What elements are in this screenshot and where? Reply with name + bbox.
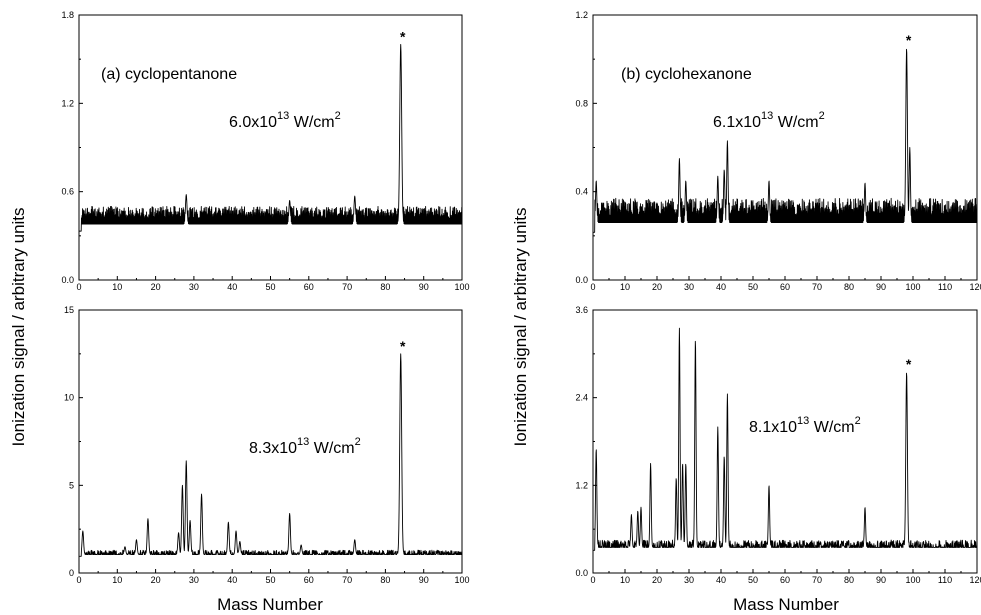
x-tick-label: 20 <box>151 575 161 585</box>
y-axis-label-right: Ionization signal / arbitrary units <box>511 207 530 446</box>
laser-intensity-label: 8.1x1013 W/cm2 <box>749 415 861 436</box>
x-tick-label: 90 <box>419 282 429 292</box>
plot-frame <box>78 14 463 281</box>
spectrum-trace <box>78 43 463 232</box>
y-tick-label: 0.8 <box>575 98 588 108</box>
x-tick-label: 60 <box>304 282 314 292</box>
y-tick-label: 15 <box>64 305 74 315</box>
x-tick-label: 0 <box>76 282 81 292</box>
x-axis-label-right: Mass Number <box>733 595 839 614</box>
x-tick-label: 20 <box>652 575 662 585</box>
plot-frame <box>592 14 978 281</box>
x-tick-label: 70 <box>812 282 822 292</box>
x-tick-label: 10 <box>620 282 630 292</box>
y-tick-label: 2.4 <box>575 393 588 403</box>
x-tick-label: 30 <box>684 575 694 585</box>
x-tick-label: 30 <box>684 282 694 292</box>
x-tick-label: 80 <box>844 282 854 292</box>
panel-cyclohexanone-high: 0 10 20 30 40 50 60 70 80 90 100 110 120 0.0 1.2 2.4 3.6… <box>575 305 981 585</box>
panel-cyclopentanone-high: 0 10 20 30 40 50 60 70 80 90 100 0 5 10 15 * 8.3x1013 W/… <box>64 305 470 585</box>
plot-frame <box>592 309 978 574</box>
x-tick-label: 10 <box>112 575 122 585</box>
x-tick-label: 40 <box>716 575 726 585</box>
x-tick-label: 120 <box>969 282 981 292</box>
laser-intensity-label: 6.1x1013 W/cm2 <box>713 110 825 131</box>
x-tick-label: 20 <box>151 282 161 292</box>
x-tick-label: 0 <box>590 282 595 292</box>
x-tick-label: 0 <box>76 575 81 585</box>
x-tick-label: 70 <box>342 575 352 585</box>
x-tick-label: 50 <box>265 575 275 585</box>
y-tick-label: 0.6 <box>61 187 74 197</box>
parent-ion-marker: * <box>400 338 406 354</box>
panel-cyclopentanone-low: 0 10 20 30 40 50 60 70 80 90 100 0.0 0.6 1.2 1.8 * (a) c… <box>61 10 469 292</box>
spectrum-trace <box>592 48 978 233</box>
x-tick-label: 90 <box>876 575 886 585</box>
x-tick-label: 60 <box>780 575 790 585</box>
spectrum-trace <box>592 327 978 551</box>
y-tick-label: 5 <box>69 480 74 490</box>
y-tick-label: 0.0 <box>575 275 588 285</box>
laser-intensity-label: 8.3x1013 W/cm2 <box>249 436 361 457</box>
y-tick-label: 1.2 <box>575 10 588 20</box>
panel-title: (b) cyclohexanone <box>621 66 752 83</box>
spectrum-trace <box>78 353 463 557</box>
x-tick-label: 90 <box>419 575 429 585</box>
x-tick-label: 110 <box>938 575 952 585</box>
panel-cyclohexanone-low: 0 10 20 30 40 50 60 70 80 90 100 110 120 0.0 0.4 0.8 1.2… <box>575 10 981 292</box>
x-tick-label: 70 <box>342 282 352 292</box>
y-axis-label-left: Ionization signal / arbitrary units <box>9 207 28 446</box>
parent-ion-marker: * <box>906 32 912 48</box>
x-tick-label: 100 <box>905 575 920 585</box>
x-tick-label: 60 <box>780 282 790 292</box>
y-tick-label: 1.8 <box>61 10 74 20</box>
x-tick-label: 40 <box>227 282 237 292</box>
x-tick-label: 30 <box>189 575 199 585</box>
x-tick-label: 80 <box>380 575 390 585</box>
x-tick-label: 90 <box>876 282 886 292</box>
x-tick-label: 120 <box>969 575 981 585</box>
x-tick-label: 50 <box>265 282 275 292</box>
x-tick-label: 30 <box>189 282 199 292</box>
x-tick-label: 50 <box>748 575 758 585</box>
x-tick-label: 70 <box>812 575 822 585</box>
x-tick-label: 40 <box>227 575 237 585</box>
x-tick-label: 10 <box>620 575 630 585</box>
x-tick-label: 40 <box>716 282 726 292</box>
x-tick-label: 80 <box>844 575 854 585</box>
y-tick-label: 3.6 <box>575 305 588 315</box>
x-tick-label: 0 <box>590 575 595 585</box>
y-tick-label: 1.2 <box>61 98 74 108</box>
y-tick-label: 0 <box>69 568 74 578</box>
x-tick-label: 10 <box>112 282 122 292</box>
y-tick-label: 10 <box>64 393 74 403</box>
x-tick-label: 50 <box>748 282 758 292</box>
x-tick-label: 100 <box>905 282 920 292</box>
parent-ion-marker: * <box>400 28 406 44</box>
x-tick-label: 60 <box>304 575 314 585</box>
x-axis-label-left: Mass Number <box>217 595 323 614</box>
y-tick-label: 0.0 <box>575 568 588 578</box>
x-tick-label: 20 <box>652 282 662 292</box>
y-tick-label: 0.4 <box>575 187 588 197</box>
y-tick-label: 1.2 <box>575 480 588 490</box>
parent-ion-marker: * <box>906 356 912 372</box>
x-tick-label: 80 <box>380 282 390 292</box>
x-tick-label: 100 <box>454 282 469 292</box>
x-tick-label: 100 <box>454 575 469 585</box>
panel-title: (a) cyclopentanone <box>101 66 237 83</box>
x-tick-label: 110 <box>938 282 952 292</box>
laser-intensity-label: 6.0x1013 W/cm2 <box>229 110 341 131</box>
y-tick-label: 0.0 <box>61 275 74 285</box>
